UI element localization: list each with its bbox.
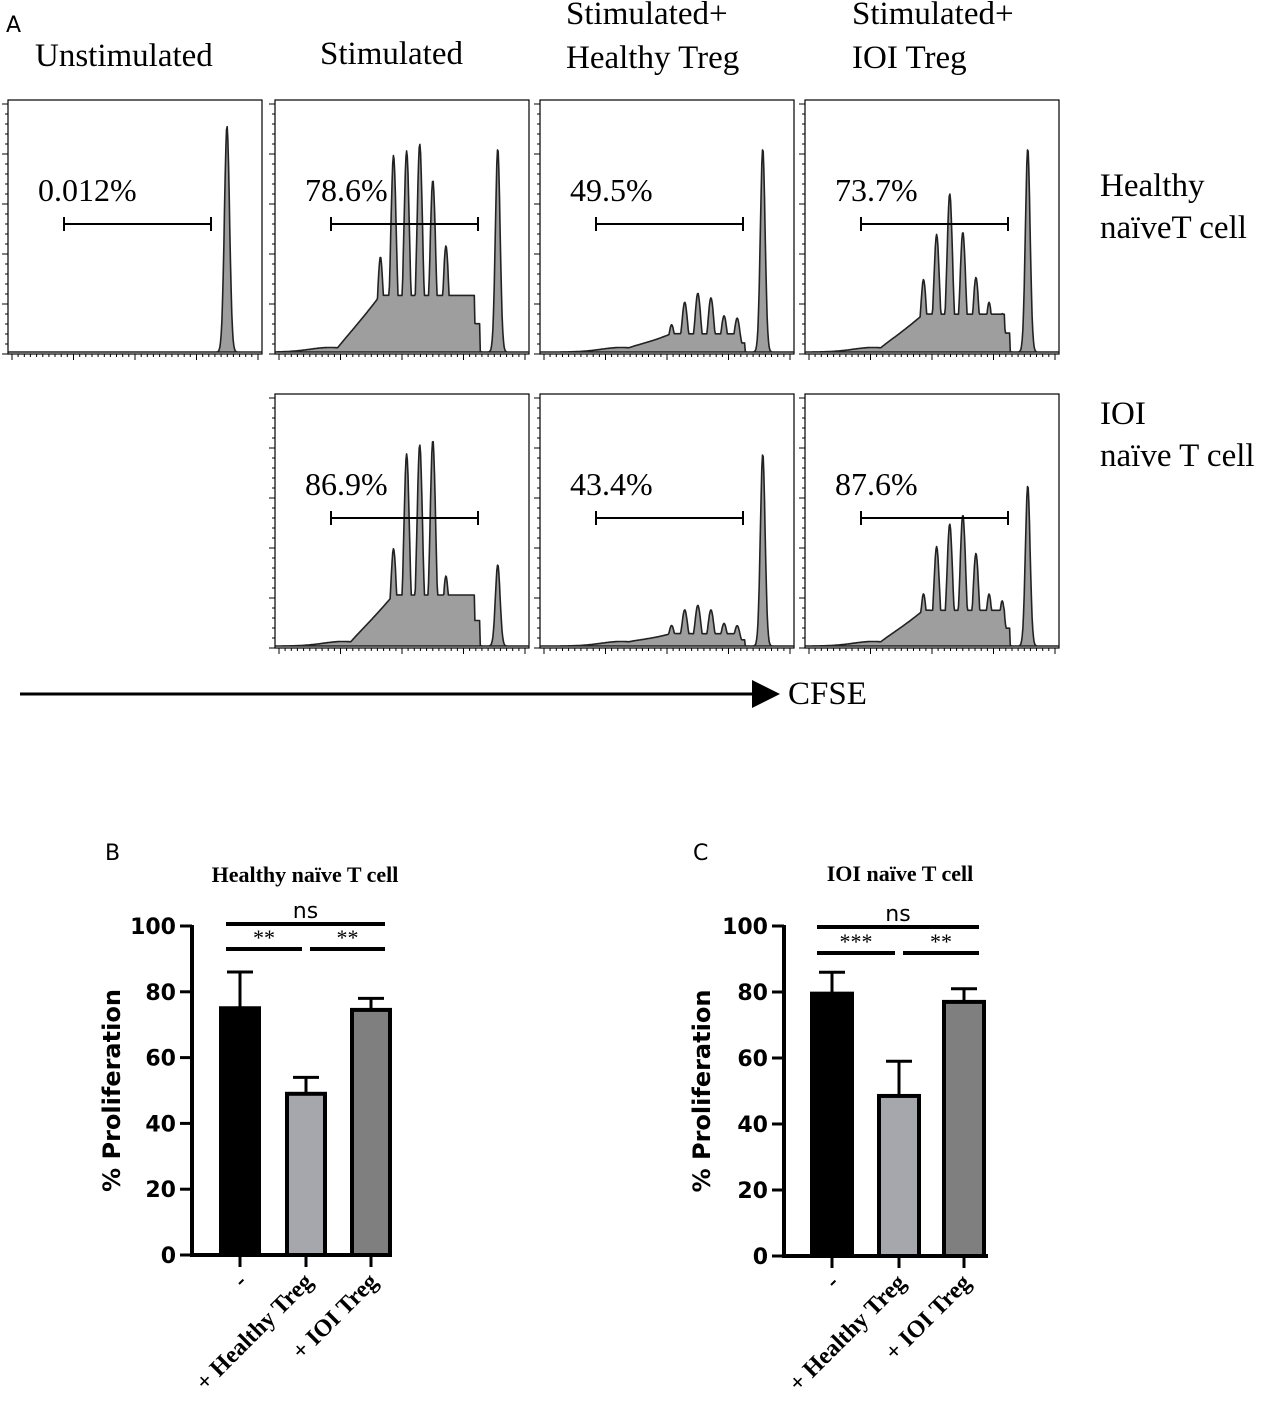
error-bar bbox=[951, 987, 977, 1002]
histogram-frame bbox=[7, 99, 263, 355]
histogram-ticks bbox=[799, 397, 1056, 654]
histogram-ticks bbox=[269, 103, 526, 360]
error-bar bbox=[293, 1075, 319, 1094]
histogram-panel: 86.9% bbox=[269, 393, 530, 654]
x-tick-label: - bbox=[228, 1269, 252, 1293]
y-tick-label: 40 bbox=[737, 1113, 768, 1138]
y-tick-label: 20 bbox=[737, 1179, 768, 1204]
row-label-healthy-line1: Healthy bbox=[1100, 168, 1205, 204]
y-tick-label: 20 bbox=[145, 1178, 176, 1203]
cfse-label: CFSE bbox=[788, 676, 867, 712]
column-header-unstimulated: Unstimulated bbox=[35, 38, 213, 74]
error-bar bbox=[227, 970, 253, 1009]
histogram-panel: 43.4% bbox=[534, 393, 795, 654]
y-tick-label: 0 bbox=[753, 1245, 768, 1270]
histogram-panels: 0.012% 78.6% 49.5% 73.7% 86.9% 43.4% 87.6% bbox=[2, 99, 1060, 654]
bar-chart-healthy: Healthy naïve T cell 0 20 40 60 80 100 % Prolif… bbox=[98, 862, 398, 1396]
histogram-curve bbox=[805, 485, 1059, 647]
row-labels: Healthy naïveT cell IOI naïve T cell bbox=[1100, 168, 1255, 474]
histogram-curve bbox=[805, 149, 1059, 353]
gate-bar bbox=[860, 217, 1009, 231]
y-tick-label: 60 bbox=[145, 1047, 176, 1072]
y-axis-label: % Proliferation bbox=[688, 990, 716, 1193]
histogram-frame bbox=[539, 99, 795, 355]
histogram-panel: 0.012% bbox=[2, 99, 263, 360]
bar-chart-title: IOI naïve T cell bbox=[827, 861, 973, 886]
histogram-frame bbox=[804, 393, 1060, 649]
gate-bar bbox=[330, 217, 479, 231]
y-tick-label: 60 bbox=[737, 1047, 768, 1072]
significance-label: ** bbox=[930, 929, 952, 954]
gate-bar bbox=[595, 511, 744, 525]
bar bbox=[877, 1093, 921, 1258]
x-tick-label: + Healthy Treg bbox=[191, 1269, 318, 1396]
gate-bar bbox=[63, 217, 212, 231]
y-axis-label: % Proliferation bbox=[98, 989, 126, 1192]
histogram-curve bbox=[540, 149, 794, 353]
gate-percent-label: 87.6% bbox=[835, 466, 918, 502]
column-header-ioi-treg-line2: IOI Treg bbox=[852, 40, 967, 76]
error-bar bbox=[358, 996, 384, 1010]
histogram-frame bbox=[539, 393, 795, 649]
panel-label-b: B bbox=[105, 841, 120, 866]
y-tick-label: 100 bbox=[722, 915, 768, 940]
bar bbox=[350, 1007, 392, 1258]
bar-chart-title: Healthy naïve T cell bbox=[212, 862, 399, 887]
histogram-ticks bbox=[534, 397, 791, 654]
bar bbox=[810, 991, 854, 1259]
y-tick-label: 100 bbox=[130, 915, 176, 940]
column-headers: Unstimulated Stimulated Stimulated+ Heal… bbox=[35, 0, 1014, 76]
row-label-ioi-line2: naïve T cell bbox=[1100, 438, 1255, 474]
histogram-ticks bbox=[2, 103, 259, 360]
gate-percent-label: 78.6% bbox=[305, 172, 388, 208]
histogram-panel: 73.7% bbox=[799, 99, 1060, 360]
gate-percent-label: 49.5% bbox=[570, 172, 653, 208]
gate-percent-label: 73.7% bbox=[835, 172, 918, 208]
cfse-arrowhead bbox=[752, 680, 780, 708]
column-header-ioi-treg-line1: Stimulated+ bbox=[852, 0, 1014, 32]
histogram-ticks bbox=[799, 103, 1056, 360]
y-tick-label: 80 bbox=[737, 981, 768, 1006]
histogram-curve bbox=[540, 454, 794, 647]
bar bbox=[219, 1006, 261, 1257]
significance-label: ** bbox=[337, 925, 359, 950]
bar-chart-ioi: IOI naïve T cell 0 20 40 60 80 100 % Proliferat… bbox=[688, 861, 988, 1397]
error-bar bbox=[886, 1059, 912, 1096]
column-header-healthy-treg-line1: Stimulated+ bbox=[566, 0, 728, 32]
panel-label-c: C bbox=[693, 841, 708, 866]
histogram-ticks bbox=[534, 103, 791, 360]
y-tick-label: 80 bbox=[145, 981, 176, 1006]
histogram-curve bbox=[275, 143, 529, 353]
significance-label: ns bbox=[885, 902, 910, 927]
column-header-stimulated: Stimulated bbox=[320, 36, 463, 72]
x-tick-label: + Healthy Treg bbox=[784, 1270, 911, 1397]
x-tick-label: - bbox=[820, 1270, 844, 1294]
cfse-axis-arrow: CFSE bbox=[20, 676, 867, 712]
panel-label-a: A bbox=[6, 13, 21, 38]
histogram-curve bbox=[275, 440, 529, 647]
histogram-panel: 87.6% bbox=[799, 393, 1060, 654]
significance-label: *** bbox=[840, 929, 873, 954]
significance-label: ns bbox=[293, 899, 318, 924]
y-tick-label: 40 bbox=[145, 1112, 176, 1137]
gate-percent-label: 86.9% bbox=[305, 466, 388, 502]
bar bbox=[285, 1091, 327, 1258]
y-tick-label: 0 bbox=[161, 1244, 176, 1269]
gate-bar bbox=[330, 511, 479, 525]
gate-percent-label: 0.012% bbox=[38, 172, 137, 208]
histogram-ticks bbox=[269, 397, 526, 654]
error-bar bbox=[819, 970, 845, 994]
bar bbox=[942, 999, 986, 1259]
significance-label: ** bbox=[253, 925, 275, 950]
gate-bar bbox=[595, 217, 744, 231]
histogram-panel: 78.6% bbox=[269, 99, 530, 360]
column-header-healthy-treg-line2: Healthy Treg bbox=[566, 40, 739, 76]
histogram-panel: 49.5% bbox=[534, 99, 795, 360]
row-label-ioi-line1: IOI bbox=[1100, 396, 1146, 432]
gate-bar bbox=[860, 511, 1009, 525]
histogram-curve bbox=[8, 125, 262, 353]
row-label-healthy-line2: naïveT cell bbox=[1100, 210, 1247, 246]
gate-percent-label: 43.4% bbox=[570, 466, 653, 502]
